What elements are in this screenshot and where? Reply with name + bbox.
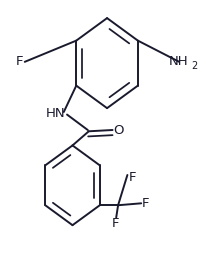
Text: NH: NH bbox=[169, 55, 188, 68]
Text: HN: HN bbox=[46, 107, 65, 120]
Text: F: F bbox=[16, 55, 23, 68]
Text: O: O bbox=[113, 124, 123, 136]
Text: 2: 2 bbox=[191, 61, 198, 72]
Text: F: F bbox=[129, 171, 136, 184]
Text: F: F bbox=[111, 217, 119, 230]
Text: F: F bbox=[142, 197, 149, 210]
